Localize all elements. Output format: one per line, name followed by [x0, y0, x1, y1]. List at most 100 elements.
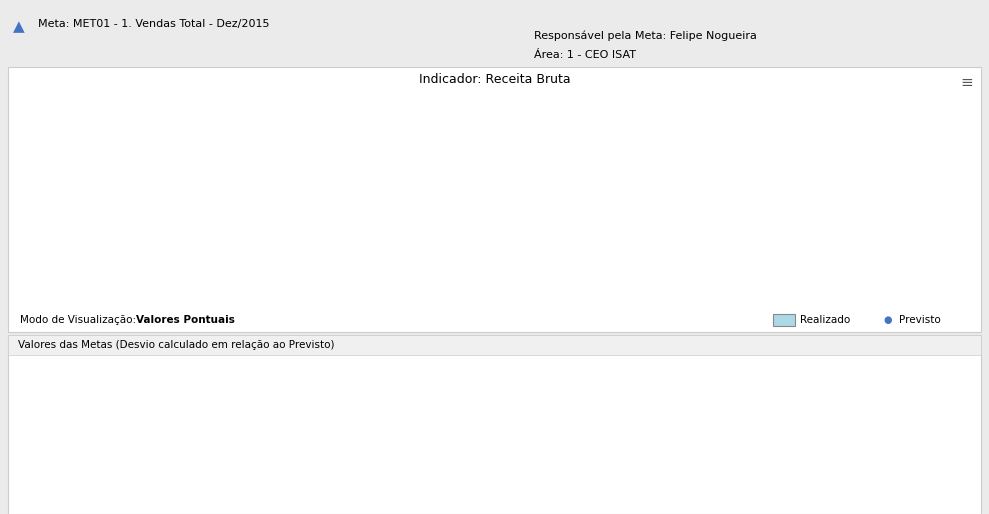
Bar — [759, 355, 833, 377]
Text: 19.893.260,87: 19.893.260,87 — [619, 452, 676, 461]
Text: 2.561.012,00: 2.561.012,00 — [769, 407, 822, 416]
Bar — [616, 127, 657, 285]
Text: 26.822.905,00: 26.822.905,00 — [841, 474, 898, 484]
Bar — [315, 468, 390, 490]
Text: Responsável pela Meta: Felipe Nogueira: Responsável pela Meta: Felipe Nogueira — [534, 31, 757, 41]
Text: 2.398.097,83: 2.398.097,83 — [252, 384, 306, 393]
Text: 2.500.000,00: 2.500.000,00 — [105, 384, 157, 393]
Bar — [168, 355, 242, 377]
Bar — [168, 445, 242, 468]
Text: 2.447.444,00: 2.447.444,00 — [548, 407, 600, 416]
Text: -387.660,65: -387.660,65 — [550, 497, 598, 506]
Bar — [684, 445, 759, 468]
X-axis label: Meses: Meses — [507, 303, 543, 313]
Bar — [242, 377, 315, 400]
Bar — [390, 490, 464, 513]
Bar — [906, 400, 980, 423]
Text: Pontual: Pontual — [24, 406, 60, 416]
Text: 2.320.377,00: 2.320.377,00 — [843, 407, 896, 416]
Text: -311.092,70: -311.092,70 — [697, 497, 746, 506]
Text: -326.699,87: -326.699,87 — [624, 497, 673, 506]
Bar — [537, 355, 611, 377]
Text: 15.607,17: 15.607,17 — [701, 429, 742, 438]
Bar — [75, 445, 94, 468]
Text: 19.566.561,00: 19.566.561,00 — [619, 474, 676, 484]
Bar — [242, 490, 315, 513]
Text: Previsto: Previsto — [899, 315, 941, 325]
Text: 2.374.955,00: 2.374.955,00 — [695, 407, 749, 416]
Bar — [168, 468, 242, 490]
Bar — [833, 377, 906, 400]
Bar — [464, 468, 537, 490]
Bar — [9, 355, 94, 377]
Bar — [684, 355, 759, 377]
Text: -81.740,78: -81.740,78 — [553, 429, 595, 438]
Text: 27.424.347,83: 27.424.347,83 — [841, 452, 898, 461]
Bar — [611, 423, 684, 445]
Bar — [94, 468, 168, 490]
Text: R: R — [81, 474, 88, 484]
Text: 2.545.271,74: 2.545.271,74 — [326, 384, 379, 393]
Text: -326.977,04: -326.977,04 — [403, 497, 451, 506]
Text: 9.893.913,04: 9.893.913,04 — [326, 452, 379, 461]
Bar — [75, 377, 94, 400]
Bar — [98, 135, 138, 285]
Bar — [537, 468, 611, 490]
Text: 2.601.956,52: 2.601.956,52 — [769, 384, 822, 393]
Text: P: P — [82, 384, 87, 393]
Bar — [611, 468, 684, 490]
Bar — [759, 445, 833, 468]
Text: 60.960,78: 60.960,78 — [628, 429, 668, 438]
Bar — [94, 400, 168, 423]
Bar — [906, 490, 980, 513]
Bar — [468, 137, 508, 285]
Text: 2.389.347,83: 2.389.347,83 — [474, 384, 527, 393]
Bar — [906, 445, 980, 468]
Bar — [242, 468, 315, 490]
Bar — [611, 400, 684, 423]
Bar — [464, 423, 537, 445]
Text: 99.588,52: 99.588,52 — [185, 429, 225, 438]
Text: 12.300,17: 12.300,17 — [259, 429, 299, 438]
Bar — [537, 377, 611, 400]
Text: P: P — [82, 452, 87, 461]
Bar — [684, 377, 759, 400]
Bar — [464, 377, 537, 400]
Bar — [168, 377, 242, 400]
Bar — [390, 377, 464, 400]
Text: 2.576.776,00: 2.576.776,00 — [621, 407, 674, 416]
Text: Jan/2015: Jan/2015 — [113, 361, 149, 371]
Bar — [611, 445, 684, 468]
Bar — [94, 490, 168, 513]
Text: 2.410.405,00: 2.410.405,00 — [474, 407, 526, 416]
Bar — [838, 143, 878, 285]
Bar — [759, 400, 833, 423]
Text: -40.944,52: -40.944,52 — [774, 429, 817, 438]
Bar — [75, 423, 94, 445]
Bar — [94, 423, 168, 445]
Bar — [611, 355, 684, 377]
Bar — [759, 490, 833, 513]
Bar — [242, 445, 315, 468]
Bar — [9, 377, 75, 445]
Text: D: D — [81, 497, 88, 506]
Bar — [611, 377, 684, 400]
Text: ▲: ▲ — [13, 20, 25, 34]
Bar — [833, 490, 906, 513]
Bar — [315, 423, 390, 445]
Text: -56.000,00: -56.000,00 — [110, 429, 152, 438]
Bar — [94, 377, 168, 400]
Text: Out/2015: Out/2015 — [776, 361, 815, 371]
Bar — [75, 468, 94, 490]
Bar — [242, 423, 315, 445]
Bar — [9, 445, 75, 513]
Text: 2.529.184,78: 2.529.184,78 — [548, 384, 600, 393]
Text: 17.377.445,65: 17.377.445,65 — [545, 452, 603, 461]
Text: 7.348.641,30: 7.348.641,30 — [252, 452, 306, 461]
Bar — [542, 135, 583, 285]
Text: Mar/2015: Mar/2015 — [259, 361, 299, 371]
Text: 9.751.942,00: 9.751.942,00 — [326, 474, 379, 484]
Bar — [319, 141, 360, 285]
Text: 2.347.412,00: 2.347.412,00 — [326, 407, 379, 416]
Bar — [172, 129, 213, 285]
